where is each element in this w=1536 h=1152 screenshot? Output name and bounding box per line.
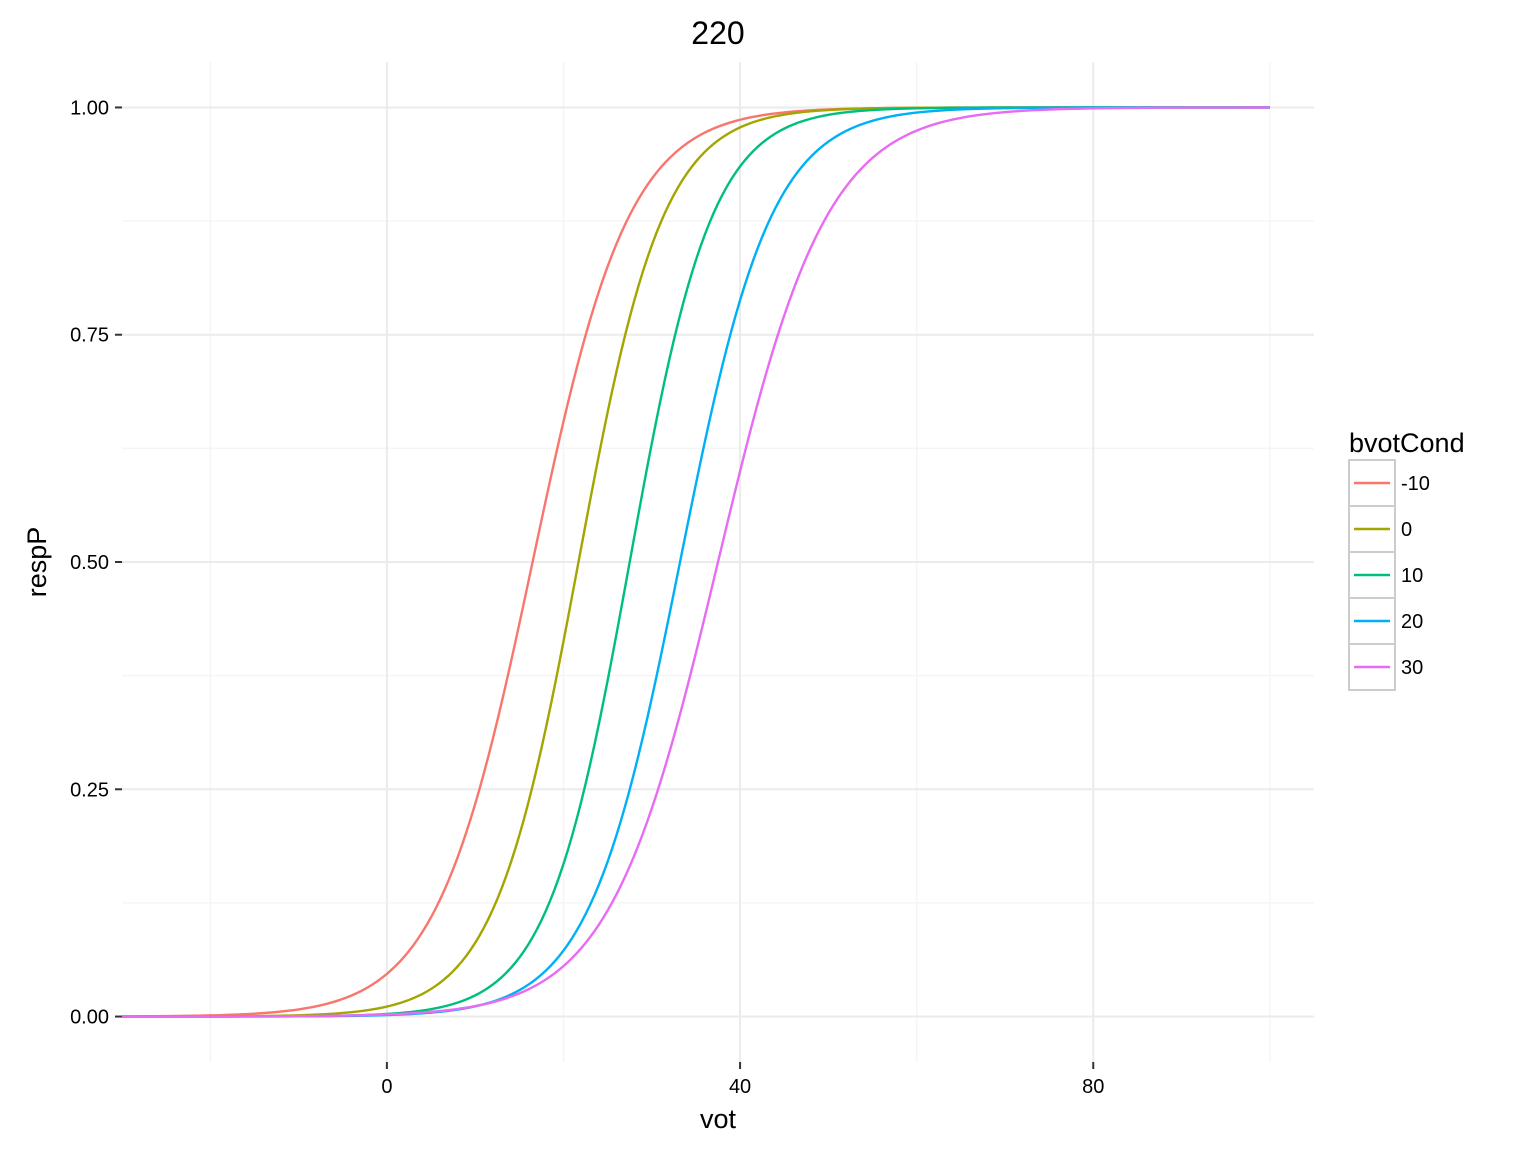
- y-tick-label: 0.75: [70, 325, 109, 347]
- legend-label: 0: [1401, 519, 1412, 541]
- y-tick-label: 1.00: [70, 97, 109, 119]
- legend-label: 20: [1401, 611, 1423, 633]
- legend: bvotCond -10 0 10 20 30: [1348, 428, 1465, 691]
- y-axis: 0.00 0.25 0.50 0.75 1.00: [70, 97, 122, 1029]
- y-tick-label: 0.00: [70, 1007, 109, 1029]
- legend-label: 30: [1401, 657, 1423, 679]
- legend-label: 10: [1401, 565, 1423, 587]
- legend-items: -10 0 10 20 30: [1348, 459, 1430, 691]
- y-axis-title: respP: [22, 527, 52, 598]
- x-tick-label: 0: [381, 1076, 392, 1098]
- x-tick-label: 40: [729, 1076, 751, 1098]
- series-line-30: [122, 106, 1270, 1018]
- x-tick-label: 80: [1082, 1076, 1104, 1098]
- legend-title: bvotCond: [1349, 428, 1465, 458]
- y-tick-label: 0.25: [70, 779, 109, 801]
- chart-title: 220: [691, 15, 744, 51]
- legend-label: -10: [1401, 473, 1430, 495]
- x-axis-title: vot: [700, 1104, 737, 1134]
- y-tick-label: 0.50: [70, 552, 109, 574]
- x-axis: 0 40 80: [381, 1062, 1104, 1098]
- series-lines: [121, 106, 1270, 1018]
